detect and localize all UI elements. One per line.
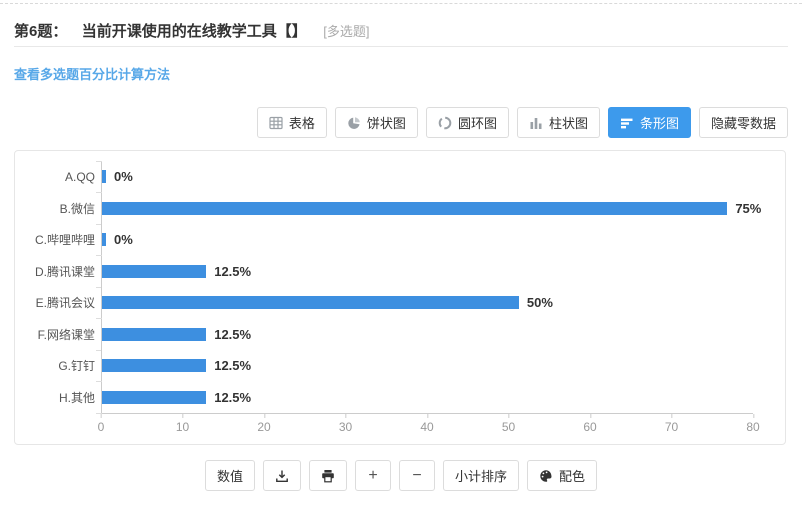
bar-area: 12.5% <box>96 318 769 350</box>
palette-button[interactable]: 配色 <box>527 460 598 491</box>
category-label: C.哔哩哔哩 <box>34 233 95 248</box>
chart-type-pie-button[interactable]: 饼状图 <box>334 107 418 138</box>
x-axis-labels: 0 10 20 30 40 50 60 70 80 <box>97 414 760 438</box>
x-tick-label: 40 <box>420 414 434 434</box>
donut-chart-icon <box>438 116 452 130</box>
download-icon <box>275 469 289 483</box>
button-label: + <box>368 466 378 484</box>
question-header: 第6题： 当前开课使用的在线教学工具【】 [多选题] <box>14 20 788 41</box>
hide-zero-data-button[interactable]: 隐藏零数据 <box>698 107 788 138</box>
bar-value-label: 50% <box>526 295 553 311</box>
print-icon <box>321 469 335 483</box>
x-tick-label: 70 <box>664 414 679 434</box>
bar[interactable] <box>102 359 207 373</box>
bar[interactable] <box>102 233 106 247</box>
question-number: 第6题： <box>14 23 68 40</box>
bar[interactable] <box>102 296 519 310</box>
bar-area: 0% <box>96 224 769 256</box>
bar-value-label: 0% <box>114 169 133 185</box>
bar-area: 75% <box>96 192 769 224</box>
bar-row: B.微信 75% <box>15 192 769 224</box>
x-axis-line <box>101 413 753 414</box>
button-label: 柱状图 <box>548 116 588 131</box>
bar-value-label: 0% <box>114 232 133 248</box>
bar[interactable] <box>102 390 207 404</box>
bar-chart-panel: A.QQ 0% B.微信 75% C.哔哩哔哩 0% D.腾讯课堂 12.5% E.腾讯会议 50… <box>14 150 786 445</box>
category-label: A.QQ <box>64 169 95 184</box>
x-tick-label: 10 <box>175 414 190 434</box>
category-label: F.网络课堂 <box>37 327 95 342</box>
bar-area: 12.5% <box>96 255 769 287</box>
chart-body: A.QQ 0% B.微信 75% C.哔哩哔哩 0% D.腾讯课堂 12.5% E.腾讯会议 50… <box>15 161 769 438</box>
chart-type-column-button[interactable]: 柱状图 <box>516 107 600 138</box>
bar[interactable] <box>102 327 207 341</box>
column-chart-icon <box>529 116 543 130</box>
pie-chart-icon <box>347 116 361 130</box>
header-divider <box>14 46 788 47</box>
bar-area: 0% <box>96 161 769 193</box>
button-label: 数值 <box>216 469 243 484</box>
chart-type-donut-button[interactable]: 圆环图 <box>425 107 509 138</box>
show-values-button[interactable]: 数值 <box>204 460 255 491</box>
button-label: 饼状图 <box>366 116 406 131</box>
percent-method-link[interactable]: 查看多选题百分比计算方法 <box>14 67 171 82</box>
category-label: H.其他 <box>58 390 95 405</box>
zoom-out-button[interactable]: − <box>398 460 435 491</box>
x-tick-label: 50 <box>501 414 516 434</box>
bar-row: A.QQ 0% <box>15 161 769 193</box>
bar-row: H.其他 12.5% <box>15 381 769 413</box>
subtotal-sort-button[interactable]: 小计排序 <box>442 460 519 491</box>
category-label: B.微信 <box>59 201 95 216</box>
category-label: D.腾讯课堂 <box>34 264 95 279</box>
question-type-badge: [多选题] <box>323 24 370 39</box>
table-icon <box>269 116 283 130</box>
bar-area: 12.5% <box>96 381 769 413</box>
button-label: 小计排序 <box>454 469 507 484</box>
question-title: 当前开课使用的在线教学工具【】 <box>81 23 307 40</box>
bar[interactable] <box>102 201 728 215</box>
chart-type-table-button[interactable]: 表格 <box>256 107 327 138</box>
bar-rows: A.QQ 0% B.微信 75% C.哔哩哔哩 0% D.腾讯课堂 12.5% E.腾讯会议 50… <box>15 161 769 413</box>
bar-chart-icon <box>620 116 634 130</box>
chart-type-bar-button[interactable]: 条形图 <box>607 107 691 138</box>
button-label: − <box>412 466 422 484</box>
print-button[interactable] <box>308 460 347 491</box>
chart-type-toolbar: 表格 饼状图 圆环图 柱状图 条形图 隐藏零数据 <box>256 107 788 138</box>
x-tick-label: 30 <box>338 414 353 434</box>
button-label: 隐藏零数据 <box>710 116 776 131</box>
chart-actions-toolbar: 数值 + − 小计排序 配色 <box>0 460 802 491</box>
button-label: 条形图 <box>639 116 679 131</box>
bar-value-label: 12.5% <box>214 326 252 342</box>
top-divider <box>0 3 802 4</box>
x-tick-label: 60 <box>583 414 597 434</box>
bar-value-label: 12.5% <box>214 263 252 279</box>
x-tick-label: 20 <box>257 414 271 434</box>
bar-row: F.网络课堂 12.5% <box>15 318 769 350</box>
button-label: 表格 <box>288 116 315 131</box>
bar[interactable] <box>102 170 106 184</box>
palette-icon <box>539 469 553 483</box>
bar-row: E.腾讯会议 50% <box>15 287 769 319</box>
category-label: E.腾讯会议 <box>35 296 95 311</box>
button-label: 配色 <box>559 469 586 484</box>
bar-area: 12.5% <box>96 350 769 382</box>
bar-row: D.腾讯课堂 12.5% <box>15 255 769 287</box>
bar-area: 50% <box>96 287 769 319</box>
bar-row: C.哔哩哔哩 0% <box>15 224 769 256</box>
button-label: 圆环图 <box>457 116 497 131</box>
x-tick-label: 80 <box>746 414 760 434</box>
bar-row: G.钉钉 12.5% <box>15 350 769 382</box>
bar-value-label: 12.5% <box>214 358 252 374</box>
bar-value-label: 12.5% <box>214 389 252 405</box>
download-button[interactable] <box>262 460 301 491</box>
zoom-in-button[interactable]: + <box>354 460 391 491</box>
x-tick-label: 0 <box>97 414 105 434</box>
bar[interactable] <box>102 264 207 278</box>
bar-value-label: 75% <box>735 200 762 216</box>
category-label: G.钉钉 <box>58 359 95 374</box>
